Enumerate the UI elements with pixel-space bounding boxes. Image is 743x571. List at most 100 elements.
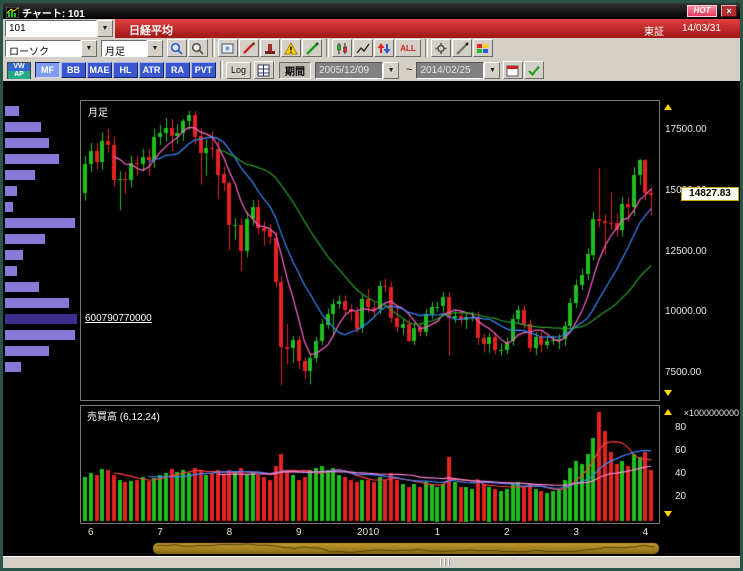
close-button[interactable]: × (721, 5, 737, 17)
volume-axis-label: 20 (675, 491, 687, 502)
date-range-tilde: ~ (406, 63, 413, 76)
indicator-button-bb[interactable]: BB (61, 62, 86, 78)
axis-scroll-up-icon[interactable] (664, 104, 672, 110)
chart-type-value: ローソク (5, 40, 81, 57)
axis-scroll-down-icon[interactable] (664, 390, 672, 396)
volume-axis-up-icon[interactable] (664, 409, 672, 415)
x-axis-year-label: 2010 (356, 527, 380, 538)
combo-arrow-icon[interactable]: ▼ (484, 61, 501, 79)
profile-bar[interactable] (5, 122, 41, 132)
grid-icon[interactable] (254, 61, 275, 79)
date-to-combo[interactable]: 2014/02/25 ▼ (416, 61, 501, 79)
pencil-green-icon[interactable] (302, 39, 322, 57)
x-axis-year-label: 9 (295, 527, 302, 538)
price-axis-label: 17500.00 (665, 124, 707, 136)
period-toggle[interactable]: 期間 (279, 61, 312, 79)
combo-arrow-icon[interactable]: ▼ (147, 40, 163, 57)
x-axis-year-label: 7 (157, 527, 163, 538)
settings-gear-icon[interactable] (431, 39, 451, 57)
capture-icon[interactable] (218, 39, 238, 57)
calendar-icon[interactable] (503, 61, 524, 79)
profile-bar[interactable] (5, 202, 13, 212)
date-from-combo[interactable]: 2005/12/09 ▼ (315, 61, 400, 79)
profile-bar[interactable] (5, 138, 49, 148)
symbol-code-combo[interactable]: 101 ▼ (5, 20, 113, 37)
titlebar[interactable]: チャート: 101 HOT × (3, 3, 740, 20)
indicator-button-ra[interactable]: RA (165, 62, 190, 78)
profile-bar[interactable] (5, 106, 19, 116)
minimap-scrollbar[interactable] (3, 542, 740, 555)
brush-icon[interactable] (239, 39, 259, 57)
main-toolbar: ローソク ▼ 月足 ▼ ALL (3, 38, 740, 59)
x-axis-year-label: 6 (87, 527, 94, 538)
profile-bar[interactable] (5, 330, 75, 340)
price-axis-label: 7500.00 (665, 367, 702, 379)
profile-bar[interactable] (5, 346, 49, 356)
indicator-button-pvt[interactable]: PVT (191, 62, 216, 78)
palette-icon[interactable] (473, 39, 493, 57)
profile-bar[interactable] (5, 266, 17, 276)
volume-chart-canvas[interactable] (81, 406, 659, 523)
x-axis-year-label: 3 (573, 527, 579, 538)
price-pane (80, 100, 660, 401)
volume-pane-label: 売買高 (6,12,24) (87, 412, 160, 423)
trendline-icon[interactable] (353, 39, 373, 57)
candlestick-icon[interactable] (332, 39, 352, 57)
indicator-button-hl[interactable]: HL (113, 62, 138, 78)
vwap-button[interactable]: VW AP (7, 61, 31, 79)
zoom-out-icon[interactable] (188, 39, 208, 57)
all-button[interactable]: ALL (395, 39, 421, 57)
profile-value-label: 600790770000 (85, 313, 152, 324)
stamp-icon[interactable] (260, 39, 280, 57)
profile-bar[interactable] (5, 218, 75, 228)
indicator-button-mae[interactable]: MAE (87, 62, 112, 78)
chart-type-combo[interactable]: ローソク ▼ (5, 40, 97, 57)
volume-pane (80, 405, 660, 524)
profile-bar[interactable] (5, 170, 35, 180)
symbol-code-value: 101 (5, 20, 97, 37)
indicator-button-mf[interactable]: MF (35, 62, 60, 78)
combo-arrow-icon[interactable]: ▼ (81, 40, 97, 57)
combo-arrow-icon[interactable]: ▼ (383, 61, 400, 79)
hot-button[interactable]: HOT (687, 5, 717, 17)
date-to-value: 2014/02/25 (416, 61, 485, 79)
apply-check-icon[interactable] (524, 61, 545, 79)
price-pane-label: 月足 (88, 108, 108, 119)
toolbar-separator (425, 39, 428, 57)
profile-bar[interactable] (5, 234, 45, 244)
symbol-name: 日経平均 (129, 25, 173, 37)
volume-axis-label: 60 (675, 445, 687, 456)
indicator-toolbar: VW AP MF BB MAE HL ATR RA PVT Log 期間 200… (3, 59, 740, 81)
profile-bar[interactable] (5, 250, 23, 260)
price-chart-canvas[interactable] (81, 101, 659, 400)
profile-bar[interactable] (5, 362, 21, 372)
timeframe-combo[interactable]: 月足 ▼ (101, 40, 163, 57)
splitter-grip[interactable] (440, 559, 450, 566)
alert-icon[interactable] (281, 39, 301, 57)
app-icon (5, 5, 20, 19)
updown-arrows-icon[interactable] (374, 39, 394, 57)
x-axis-year-label: 2 (503, 527, 510, 538)
draw-pencil-icon[interactable] (452, 39, 472, 57)
profile-bar[interactable] (5, 298, 69, 308)
exchange-label: 東証 (644, 27, 664, 38)
symbol-row: 101 ▼ 日経平均 東証 14/03/31 (3, 19, 740, 38)
volume-axis-down-icon[interactable] (664, 511, 672, 517)
profile-bar[interactable] (5, 314, 77, 324)
combo-arrow-icon[interactable]: ▼ (97, 20, 113, 37)
vwap-top-label: VW (8, 62, 30, 71)
timeframe-value: 月足 (101, 40, 147, 57)
chart-area: 17500.0015000.0012500.0010000.007500.008… (3, 81, 740, 556)
volume-axis-label: 80 (675, 422, 687, 433)
log-scale-button[interactable]: Log (226, 61, 252, 79)
indicator-button-atr[interactable]: ATR (139, 62, 164, 78)
toolbar-separator (326, 39, 329, 57)
profile-bar[interactable] (5, 186, 17, 196)
x-axis-year-label: 1 (434, 527, 441, 538)
zoom-in-icon[interactable] (167, 39, 187, 57)
toolbar-separator (220, 61, 223, 79)
profile-bar[interactable] (5, 282, 39, 292)
profile-bar[interactable] (5, 154, 59, 164)
symbol-name-banner: 日経平均 東証 14/03/31 (115, 19, 740, 38)
